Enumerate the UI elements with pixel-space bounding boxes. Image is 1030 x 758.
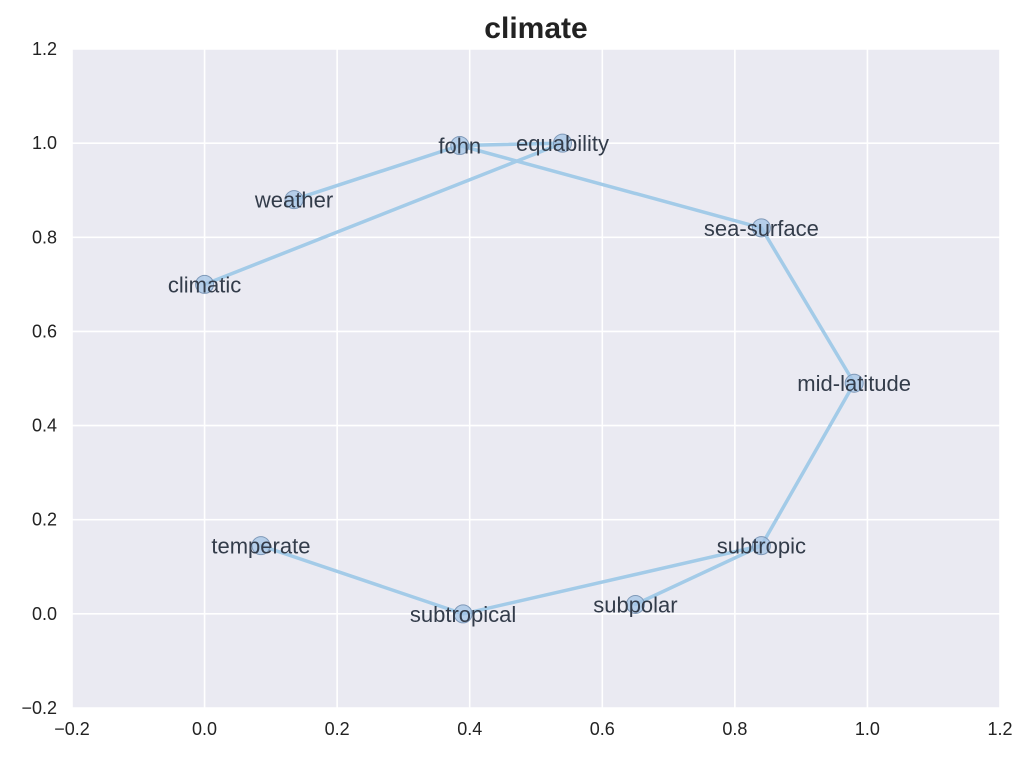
x-tick-label: 1.2 <box>987 719 1012 739</box>
y-axis-ticks: −0.2 0.0 0.2 0.4 0.6 0.8 1.0 1.2 <box>21 39 57 718</box>
y-tick-label: 0.0 <box>32 604 57 624</box>
data-point-marker <box>284 190 304 210</box>
x-axis-ticks: −0.2 0.0 0.2 0.4 0.6 0.8 1.0 1.2 <box>54 719 1012 739</box>
data-point-label: sea-surface <box>704 216 819 241</box>
x-tick-label: 0.4 <box>457 719 482 739</box>
series-line <box>202 141 856 616</box>
point-labels: climatic equability fohn weather sea-surface… <box>168 131 911 627</box>
x-tick-label: 0.0 <box>192 719 217 739</box>
y-tick-label: 1.2 <box>32 39 57 59</box>
y-tick-label: 0.8 <box>32 227 57 247</box>
x-tick-label: −0.2 <box>54 719 90 739</box>
data-point-label: temperate <box>211 534 310 559</box>
data-point-marker <box>844 373 864 393</box>
y-tick-label: 1.0 <box>32 133 57 153</box>
markers <box>195 133 864 624</box>
x-tick-label: 0.8 <box>722 719 747 739</box>
data-point-label: subtropic <box>717 534 806 559</box>
data-point-label: subpolar <box>593 592 677 617</box>
data-point-marker <box>553 133 573 153</box>
y-tick-label: −0.2 <box>21 698 57 718</box>
data-point-marker <box>450 135 470 155</box>
y-tick-label: 0.6 <box>32 321 57 341</box>
data-point-label: subtropical <box>410 602 516 627</box>
data-point-marker <box>195 274 215 294</box>
data-point-marker <box>625 594 645 614</box>
data-point-label: climatic <box>168 272 241 297</box>
data-point-label: weather <box>254 188 333 213</box>
data-point-marker <box>453 604 473 624</box>
data-point-label: mid-latitude <box>797 371 911 396</box>
data-point-label: equability <box>516 131 609 156</box>
data-point-marker <box>251 536 271 556</box>
chart-title: climate <box>484 12 587 45</box>
x-tick-label: 1.0 <box>855 719 880 739</box>
y-tick-label: 0.2 <box>32 510 57 530</box>
x-tick-label: 0.2 <box>325 719 350 739</box>
data-point-marker <box>751 536 771 556</box>
y-tick-label: 0.4 <box>32 416 57 436</box>
x-tick-label: 0.6 <box>590 719 615 739</box>
data-point-label: fohn <box>438 133 481 158</box>
data-point-marker <box>751 218 771 238</box>
